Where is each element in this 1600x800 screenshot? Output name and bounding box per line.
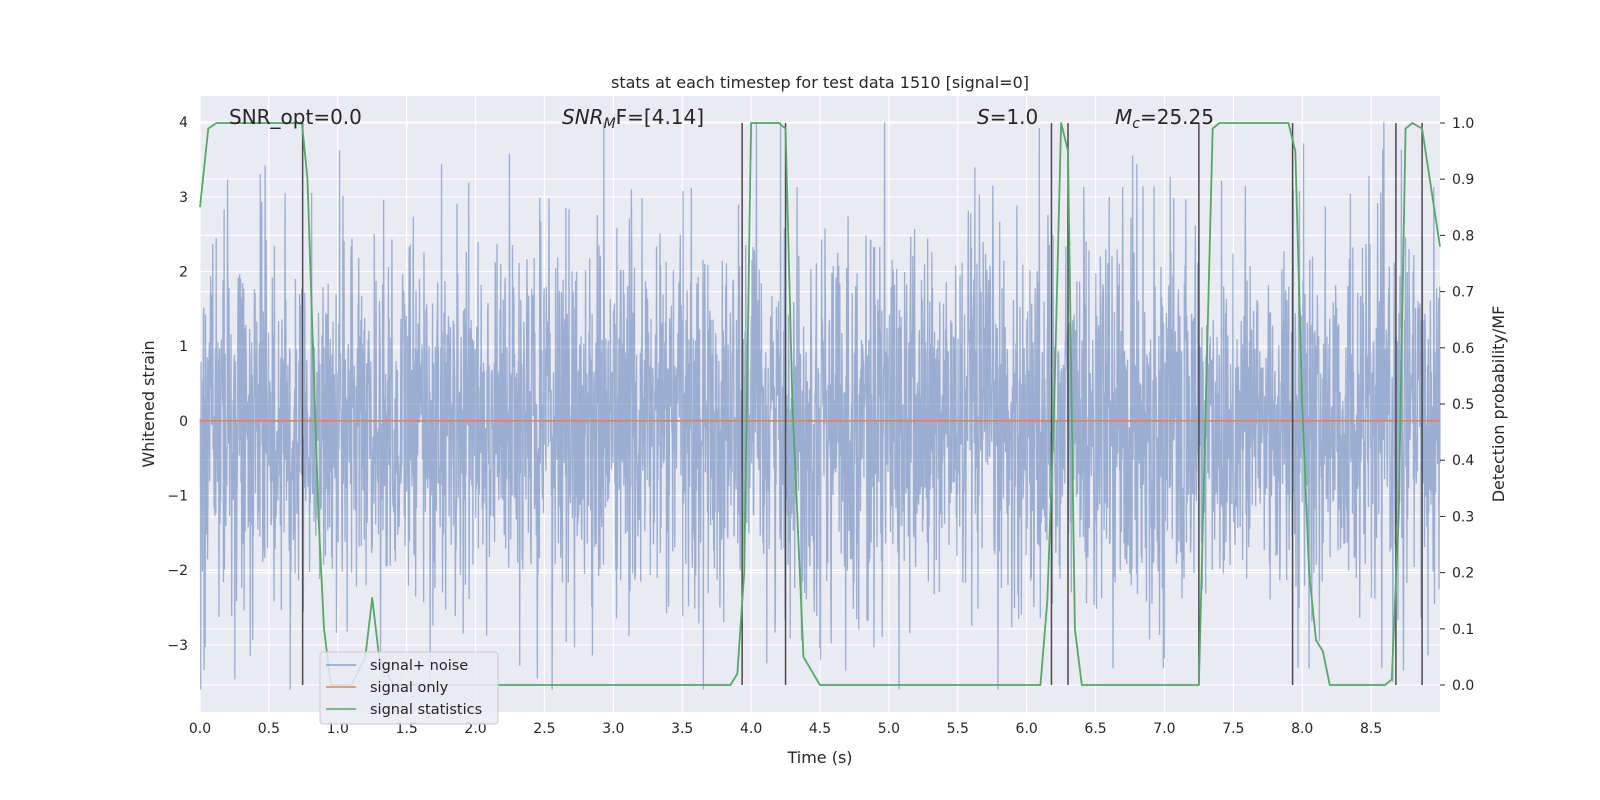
annotation-snr-mf-rest: F=[4.14] — [616, 105, 704, 129]
x-tick-label-3: 1.5 — [396, 721, 418, 737]
y2-tick-label-6: 0.6 — [1452, 341, 1474, 357]
x-tick-label-10: 5.0 — [878, 721, 900, 737]
legend-box — [319, 651, 499, 725]
y2-tick-label-7: 0.7 — [1452, 285, 1474, 301]
y2-tick-label-1: 0.1 — [1452, 622, 1474, 638]
annotation-snr-mf: SNRMF=[4.14] — [562, 105, 704, 132]
annotation-s-symbol: S — [977, 105, 990, 129]
annotation-s-rest: =1.0 — [990, 105, 1039, 129]
tick-labels: 0.0 0.5 1.0 1.5 2.0 2.5 3.0 3.5 4.0 4.5 5.0 5.5 6.0 6… — [167, 115, 1474, 737]
x-tick-label-13: 6.5 — [1084, 721, 1106, 737]
y2-tick-label-4: 0.4 — [1452, 453, 1474, 469]
x-tick-label-0: 0.0 — [189, 721, 211, 737]
x-tick-label-6: 3.0 — [602, 721, 624, 737]
x-tick-label-15: 7.5 — [1222, 721, 1244, 737]
annotation-snr-opt: SNR_opt=0.0 — [229, 105, 362, 129]
legend-entry-signal-noise: signal+ noise — [370, 658, 468, 674]
signal-noise-line — [199, 122, 1441, 690]
annotation-s: S=1.0 — [977, 105, 1038, 129]
y2-tick-label-3: 0.3 — [1452, 509, 1474, 525]
y2-tick-label-10: 1.0 — [1452, 116, 1474, 132]
x-tick-label-4: 2.0 — [464, 721, 486, 737]
y2-tick-label-2: 0.2 — [1452, 566, 1474, 582]
x-tick-label-8: 4.0 — [740, 721, 762, 737]
annotation-snr-mf-sub: M — [604, 116, 616, 132]
legend-entry-signal-only: signal only — [370, 680, 449, 696]
y-tick-label-3: 0 — [179, 414, 188, 430]
y-tick-label-5: 2 — [179, 264, 188, 280]
y-tick-label-1: −2 — [167, 563, 188, 579]
x-tick-label-12: 6.0 — [1016, 721, 1038, 737]
chart-title: stats at each timestep for test data 151… — [611, 73, 1029, 92]
y2-tick-label-5: 0.5 — [1452, 397, 1474, 413]
y-tick-label-2: −1 — [167, 488, 188, 504]
y2-tick-label-8: 0.8 — [1452, 228, 1474, 244]
x-tick-label-11: 5.5 — [947, 721, 969, 737]
x-tick-label-5: 2.5 — [533, 721, 555, 737]
x-tick-label-9: 4.5 — [809, 721, 831, 737]
legend: signal+ noise signal only signal statist… — [319, 651, 499, 725]
x-tick-label-2: 1.0 — [327, 721, 349, 737]
annotation-snr-mf-symbol: SNR — [562, 105, 604, 129]
legend-entry-signal-statistics: signal statistics — [370, 702, 482, 718]
x-tick-label-17: 8.5 — [1360, 721, 1382, 737]
annotation-mc: Mc=25.25 — [1115, 105, 1214, 132]
y-tick-label-4: 1 — [179, 339, 188, 355]
x-tick-label-16: 8.0 — [1291, 721, 1313, 737]
y-tick-label-0: −3 — [167, 638, 188, 654]
series-signal-noise — [199, 122, 1441, 690]
x-axis-label: Time (s) — [786, 748, 852, 767]
x-tick-label-14: 7.0 — [1153, 721, 1175, 737]
x-tick-label-1: 0.5 — [258, 721, 280, 737]
y-tick-label-7: 4 — [179, 115, 188, 131]
annotation-mc-sub: c — [1132, 116, 1140, 132]
y2-axis-label: Detection probability/MF — [1489, 306, 1508, 503]
y2-tick-label-0: 0.0 — [1452, 678, 1474, 694]
y-tick-label-6: 3 — [179, 190, 188, 206]
annotation-mc-rest: =25.25 — [1140, 105, 1214, 129]
annotation-mc-symbol: M — [1115, 105, 1132, 129]
series-signal-statistics — [199, 122, 1441, 686]
x-tick-label-7: 3.5 — [671, 721, 693, 737]
y2-tick-label-9: 0.9 — [1452, 172, 1474, 188]
y-axis-label: Whitened strain — [139, 340, 158, 467]
signal-statistics-line — [199, 122, 1441, 686]
